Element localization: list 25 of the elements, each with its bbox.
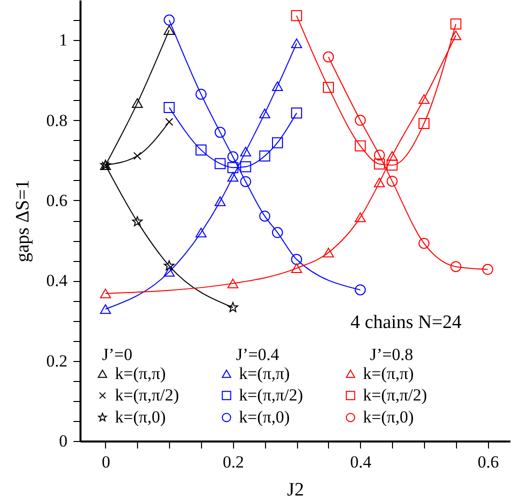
y-tick-label: 0.8 — [46, 110, 68, 130]
legend-label: k=(π,π) — [115, 364, 166, 383]
x-tick-label: 0.4 — [350, 452, 372, 472]
legend-label: k=(π,0) — [115, 408, 166, 426]
annotation: J’=0.4 — [236, 345, 280, 364]
y-tick-label: 1 — [59, 30, 68, 50]
x-tick-label: 0 — [102, 452, 110, 472]
y-tick-label: 0.6 — [46, 190, 68, 210]
annotation: 4 chains N=24 — [350, 312, 462, 333]
annotation: J’=0.8 — [370, 345, 414, 364]
y-axis-title: gaps ΔS=1 — [12, 180, 34, 262]
legend-label: k=(π,π/2) — [239, 386, 304, 404]
y-tick-label: 0 — [59, 432, 68, 450]
legend-label: k=(π,0) — [239, 408, 290, 426]
annotation: J’=0 — [102, 345, 132, 364]
x-tick-label: 0.6 — [478, 452, 499, 472]
y-tick-label: 0.2 — [46, 351, 68, 370]
legend-label: k=(π,π) — [239, 364, 290, 383]
legend-label: k=(π,π/2) — [115, 386, 180, 404]
x-axis-title: J2 — [287, 480, 304, 500]
x-tick-label: 0.2 — [222, 452, 244, 472]
legend-label: k=(π,π) — [363, 364, 414, 383]
legend-label: k=(π,π/2) — [363, 386, 428, 404]
legend-label: k=(π,0) — [363, 408, 414, 426]
y-tick-label: 0.4 — [46, 271, 68, 290]
